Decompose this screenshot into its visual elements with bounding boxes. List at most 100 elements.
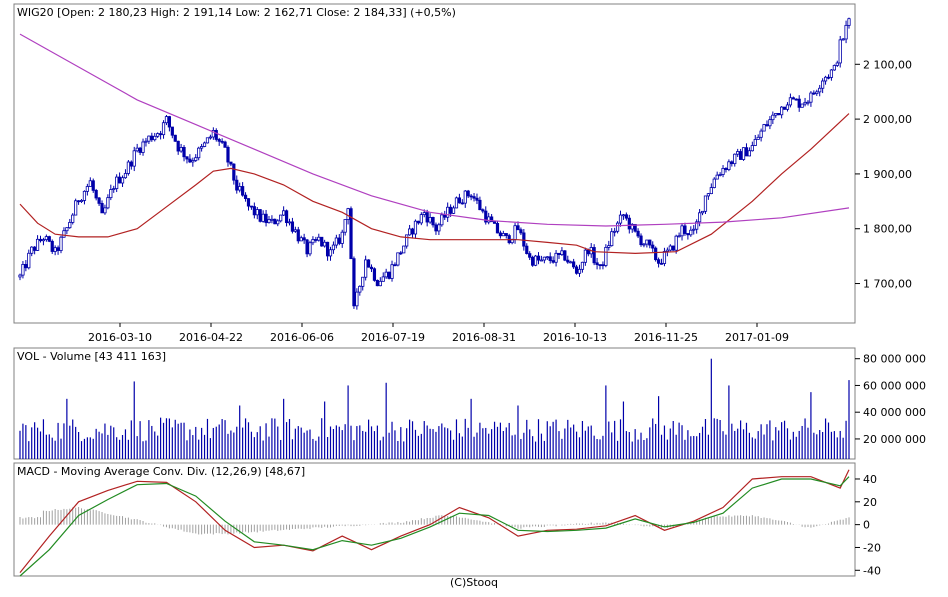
candle-body xyxy=(214,130,218,140)
candle-body xyxy=(59,236,63,251)
candle-body xyxy=(443,214,447,218)
candle-body xyxy=(598,264,602,266)
candle-body xyxy=(815,91,819,95)
candle-body xyxy=(109,189,113,199)
candle-body xyxy=(53,247,57,252)
candle-body xyxy=(287,221,292,224)
candle-body xyxy=(279,214,283,222)
candle-body xyxy=(413,220,418,235)
candle-body xyxy=(425,212,429,223)
candle-body xyxy=(182,146,186,158)
candle-body xyxy=(536,255,541,261)
x-tick-label: 2016-08-31 xyxy=(452,331,516,344)
candle-body xyxy=(85,186,89,192)
candle-body xyxy=(126,161,130,174)
candle-body xyxy=(252,206,256,216)
candle-body xyxy=(270,218,274,221)
price-y-tick-label: 2 100,00 xyxy=(863,58,912,71)
volume-panel: VOL - Volume [43 411 163] 20 000 000 40 00… xyxy=(13,347,926,460)
candle-body xyxy=(123,173,128,179)
candle-body xyxy=(750,145,754,152)
candle-body xyxy=(659,262,664,265)
candle-body xyxy=(768,119,772,127)
candle-body xyxy=(656,259,661,264)
candle-body xyxy=(495,223,500,234)
x-tick-label: 2016-06-06 xyxy=(270,331,334,344)
candle-body xyxy=(721,168,725,175)
candle-body xyxy=(826,76,831,79)
candle-body xyxy=(454,197,459,209)
candle-body xyxy=(141,141,145,153)
candle-body xyxy=(129,161,133,167)
candle-body xyxy=(765,124,769,127)
candle-body xyxy=(205,137,210,144)
candle-body xyxy=(132,150,136,167)
candle-body xyxy=(346,208,350,220)
candle-body xyxy=(399,252,403,255)
candle-body xyxy=(724,168,728,171)
candle-body xyxy=(331,244,336,251)
candle-body xyxy=(671,245,675,251)
candle-body xyxy=(563,250,567,261)
candle-body xyxy=(818,87,822,93)
candle-body xyxy=(542,256,546,261)
sma_slow-line xyxy=(19,33,850,227)
candle-body xyxy=(390,264,394,279)
candle-body xyxy=(372,268,377,281)
candle-body xyxy=(325,241,330,257)
volume-title: VOL - Volume [43 411 163] xyxy=(17,350,166,363)
candle-body xyxy=(516,225,520,231)
candle-body xyxy=(41,239,46,242)
candle-body xyxy=(290,221,295,232)
candle-body xyxy=(747,150,752,157)
candle-body xyxy=(525,245,529,254)
candle-body xyxy=(601,264,605,267)
candle-body xyxy=(736,151,740,155)
candle-body xyxy=(276,220,280,225)
candle-body xyxy=(220,140,224,143)
candle-body xyxy=(806,101,810,104)
candle-body xyxy=(405,234,409,247)
candle-body xyxy=(446,206,450,218)
candle-body xyxy=(539,259,544,262)
candle-body xyxy=(809,92,813,103)
volume-y-tick-label: 20 000 000 xyxy=(863,433,926,446)
candle-body xyxy=(378,280,382,287)
candle-body xyxy=(47,236,51,242)
candle-body xyxy=(651,244,655,249)
candle-body xyxy=(759,130,763,138)
candle-body xyxy=(501,233,505,237)
candle-body xyxy=(76,200,81,203)
candle-body xyxy=(94,189,98,199)
candle-body xyxy=(469,195,473,198)
candle-body xyxy=(753,139,757,146)
candle-body xyxy=(700,210,705,214)
candle-body xyxy=(229,161,233,165)
candle-body xyxy=(528,253,532,258)
candle-body xyxy=(695,221,699,230)
candle-body xyxy=(33,246,37,251)
candle-body xyxy=(173,134,177,142)
candle-body xyxy=(337,237,341,244)
candle-body xyxy=(577,268,582,274)
candle-body xyxy=(642,243,646,246)
candle-body xyxy=(299,237,303,242)
macd-y-tick-label: 20 xyxy=(863,496,877,509)
macd-y-tick-label: 40 xyxy=(863,473,877,486)
candle-body xyxy=(803,101,807,105)
candle-body xyxy=(703,195,708,212)
volume-bars xyxy=(19,358,850,459)
candle-body xyxy=(560,250,564,255)
candle-body xyxy=(841,38,845,41)
candle-body xyxy=(756,136,760,140)
candle-body xyxy=(739,151,743,160)
candle-body xyxy=(349,208,353,260)
candle-body xyxy=(153,135,157,141)
candle-body xyxy=(74,200,78,216)
candle-body xyxy=(639,235,643,246)
volume-y-tick-label: 60 000 000 xyxy=(863,379,926,392)
candle-body xyxy=(88,180,92,187)
macd-y-tick-label: -40 xyxy=(863,564,881,577)
